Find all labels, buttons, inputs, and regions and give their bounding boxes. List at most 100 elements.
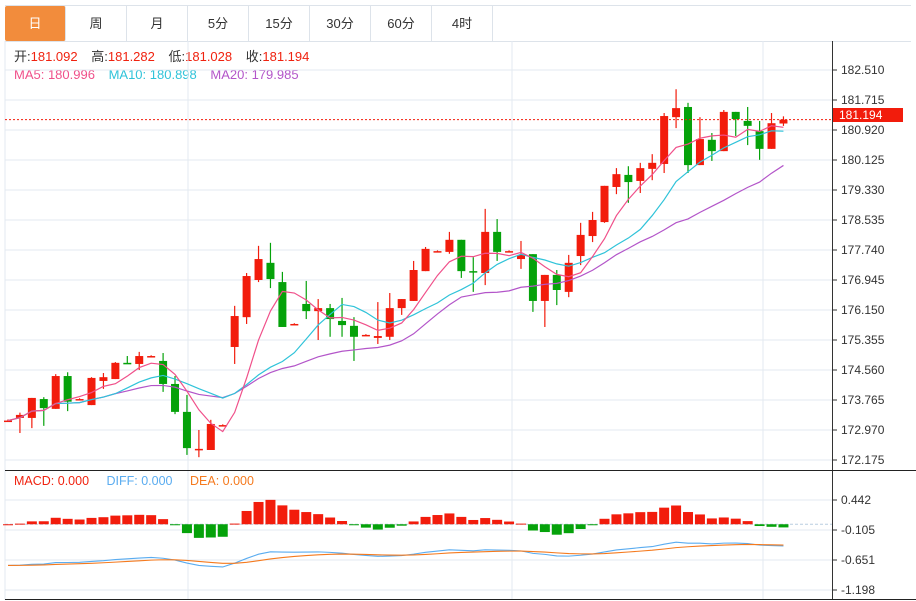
macd-histogram-bar [587, 524, 598, 526]
candle-up [75, 399, 84, 401]
candle-down [684, 106, 693, 166]
candle-up [27, 397, 36, 418]
macd-histogram-bar [348, 524, 359, 526]
high-label: 高: [91, 49, 108, 64]
price-tick-label: 178.535 [841, 213, 885, 227]
dea-line [7, 543, 784, 566]
tab-7[interactable]: 4时 [432, 6, 493, 41]
candle-up [15, 414, 24, 418]
price-tick-label: 180.920 [841, 123, 885, 137]
tab-3[interactable]: 5分 [188, 6, 249, 41]
open-label: 开: [14, 49, 31, 64]
macd-histogram-bar [551, 524, 562, 535]
macd-histogram-bar [50, 517, 61, 525]
tab-4[interactable]: 15分 [249, 6, 310, 41]
candle-down [349, 325, 358, 337]
candle-up [135, 356, 144, 364]
macd-histogram-bar [277, 505, 288, 525]
candle-down [469, 271, 478, 273]
candle-up [218, 425, 227, 427]
candle-up [194, 448, 203, 451]
price-tick-label: 181.715 [841, 93, 885, 107]
macd-histogram-bar [396, 524, 407, 526]
macd-histogram-bar [62, 518, 73, 525]
macd-histogram-bar [217, 524, 228, 537]
macd-histogram-bar [706, 518, 717, 525]
macd-histogram-bar [289, 509, 300, 525]
candle-up [230, 316, 239, 347]
candle-down [552, 274, 561, 290]
candle-up [361, 334, 370, 337]
macd-histogram-bar [647, 511, 658, 525]
dea-value: DEA: 0.000 [190, 474, 254, 488]
candle-up [564, 262, 573, 292]
macd-histogram-bar [26, 521, 37, 525]
price-tick-label: 179.330 [841, 183, 885, 197]
macd-histogram-bar [38, 521, 49, 525]
price-tick-label: 176.150 [841, 303, 885, 317]
price-tick-label: 182.510 [841, 63, 885, 77]
tab-0[interactable]: 日 [5, 6, 66, 41]
macd-histogram-bar [98, 517, 109, 525]
candle-up [242, 276, 251, 318]
macd-histogram-bar [408, 521, 419, 525]
candle-up [576, 234, 585, 257]
ma5-value: MA5: 180.996 [14, 67, 95, 82]
candle-down [182, 411, 191, 449]
candle-up [672, 108, 681, 118]
macd-histogram-bar [313, 514, 324, 525]
candle-down [326, 308, 335, 320]
tab-6[interactable]: 60分 [371, 6, 432, 41]
macd-histogram-bar [730, 518, 741, 525]
candle-down [755, 131, 764, 149]
candle-down [302, 303, 311, 312]
macd-histogram-bar [778, 524, 789, 528]
macd-histogram-bar [742, 521, 753, 525]
macd-histogram-bar [504, 521, 515, 525]
candle-up [206, 423, 215, 450]
candle-up [481, 231, 490, 274]
ma5-line [7, 125, 784, 433]
macd-histogram-bar [122, 515, 133, 525]
candle-down [159, 360, 168, 384]
high-value: 181.282 [107, 49, 155, 64]
macd-histogram-bar [337, 521, 348, 525]
price-tick-label: 180.125 [841, 153, 885, 167]
macd-histogram-bar [3, 524, 13, 526]
macd-value: MACD: 0.000 [14, 474, 90, 488]
candle-down [278, 282, 287, 327]
macd-histogram-bar [86, 517, 97, 525]
candle-down [171, 383, 180, 412]
close-label: 收: [245, 49, 263, 64]
candle-down [63, 376, 72, 402]
candle-up [612, 174, 621, 187]
candle-up [540, 274, 549, 301]
candle-up [147, 356, 156, 358]
candle-up [87, 377, 96, 406]
current-price-tag: 181.194 [833, 108, 903, 122]
candle-up [779, 119, 788, 124]
candle-up [421, 248, 430, 272]
ohlc-readout: 开:181.092 高:181.282 低:181.028 收:181.194 [14, 49, 319, 64]
macd-histogram-bar [766, 524, 777, 527]
low-value: 181.028 [185, 49, 233, 64]
price-tick-label: 172.970 [841, 423, 885, 437]
macd-histogram-bar [134, 514, 145, 525]
macd-histogram-bar [360, 524, 371, 528]
candle-up [99, 377, 108, 381]
price-tick-label: 177.740 [841, 243, 885, 257]
tab-2[interactable]: 月 [127, 6, 188, 41]
macd-histogram-bar [444, 513, 455, 525]
macd-histogram-bar [635, 512, 646, 525]
tab-1[interactable]: 周 [66, 6, 127, 41]
candle-up [433, 251, 442, 253]
macd-histogram-bar [74, 519, 85, 525]
macd-tick-label: -1.198 [841, 583, 876, 597]
candle-up [588, 220, 597, 237]
macd-histogram-bar [229, 523, 240, 525]
price-tick-label: 173.765 [841, 393, 885, 407]
macd-histogram-bar [193, 524, 204, 538]
candle-down [493, 231, 502, 252]
tab-5[interactable]: 30分 [310, 6, 371, 41]
